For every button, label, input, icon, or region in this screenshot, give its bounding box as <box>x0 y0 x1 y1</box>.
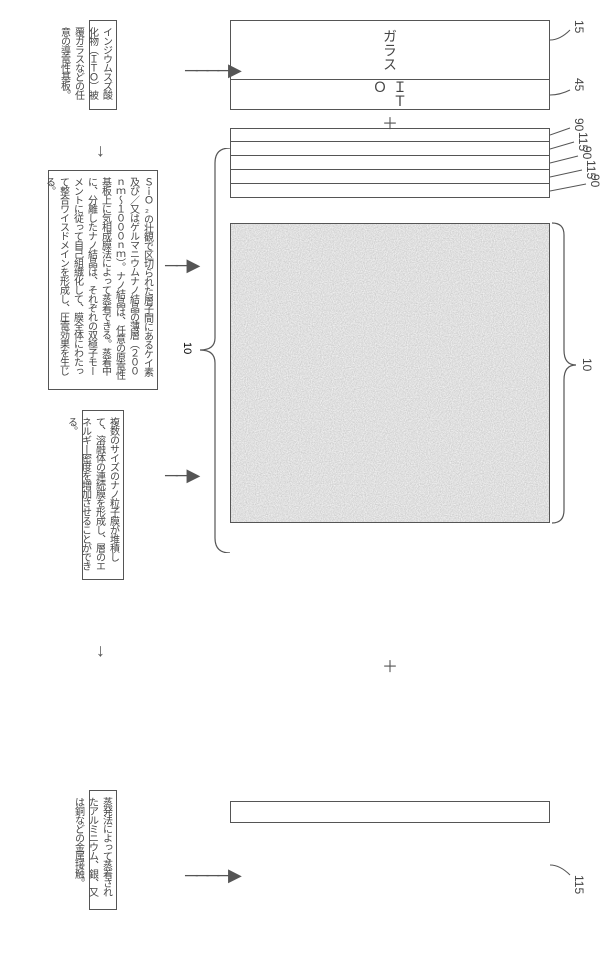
brace-10-left-label: 10 <box>181 342 193 354</box>
textbox-3: 複数のサイズのナノ粒子膜が堆積して、溶融体の連続膜を形成し、層のエネルギー密度を… <box>82 410 124 580</box>
thin-layer-3 <box>230 156 550 170</box>
arrow-1: → <box>20 140 185 160</box>
arrow-to-film: ──▶ <box>165 465 198 486</box>
label-column: 15 45 90 115 90 115 90 10 115 <box>550 20 606 920</box>
multilayer-stack <box>230 128 550 198</box>
nanoparticle-film <box>230 223 550 523</box>
thin-layer-5 <box>230 184 550 198</box>
layer-stack: ガラス ＩＴＯ ＋ ＋ <box>230 20 550 920</box>
textbox-2: ＳｉＯ₂の壮観で区切られた層子間にあるケイ素及び／又はゲルマニウムナノ結晶の薄層… <box>48 170 158 390</box>
plus-2: ＋ <box>230 653 550 671</box>
layer-metal-contact <box>230 801 550 823</box>
thin-layer-4 <box>230 170 550 184</box>
textbox-4: 蒸発法によって蒸着されたアルミニウム、銀、又は銅などの金属接触。 <box>89 790 117 910</box>
arrow-3: → <box>20 640 185 660</box>
label-glass: 15 <box>572 20 586 33</box>
arrow-to-multilayer: ──▶ <box>165 255 198 276</box>
label-thin-5: 90 <box>588 174 602 187</box>
label-ito: 45 <box>572 78 586 91</box>
label-thin-3: 90 <box>580 146 594 159</box>
arrow-to-substrate: ────▶ <box>185 60 230 81</box>
figure-1b-diagram: インジウムスズ酸化物（ＩＴＯ）被覆ガラスなどの任意の導電性基板。 → ＳｉＯ₂の… <box>20 20 606 920</box>
thin-layer-1 <box>230 128 550 142</box>
label-brace-10: 10 <box>580 358 594 371</box>
label-thin-1: 90 <box>572 118 586 131</box>
plus-1: ＋ <box>230 110 550 128</box>
layer-ito: ＩＴＯ <box>230 80 550 110</box>
layer-glass: ガラス <box>230 20 550 80</box>
leader-lines <box>550 20 606 920</box>
arrow-to-metal: ────▶ <box>185 865 230 886</box>
textbox-1: インジウムスズ酸化物（ＩＴＯ）被覆ガラスなどの任意の導電性基板。 <box>89 20 117 110</box>
label-bottom: 115 <box>572 875 586 894</box>
text-column: インジウムスズ酸化物（ＩＴＯ）被覆ガラスなどの任意の導電性基板。 → ＳｉＯ₂の… <box>20 20 185 920</box>
connector-column: ────▶ 10 ──▶ ──▶ ────▶ <box>185 20 230 920</box>
thin-layer-2 <box>230 142 550 156</box>
